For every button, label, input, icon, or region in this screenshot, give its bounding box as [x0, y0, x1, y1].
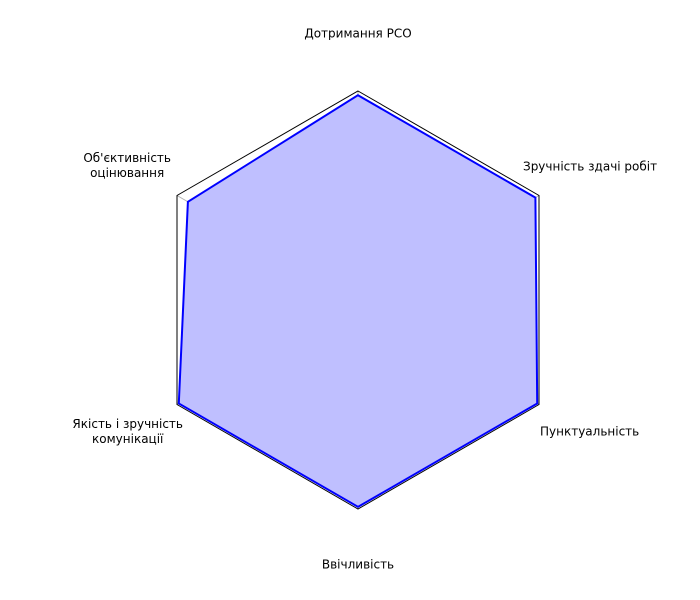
- axis-label-politeness: Ввічливість: [321, 557, 395, 572]
- outer-frame: [176, 90, 540, 510]
- axis-label-communication-quality: Якість і зручність комунікації: [72, 417, 183, 446]
- axis-label-submission-convenience: Зручність здачі робіт: [523, 159, 658, 174]
- axis-label-evaluation-objectivity: Об'єктивність оцінювання: [83, 151, 171, 180]
- axis-label-punctuality: Пунктуальність: [540, 424, 640, 439]
- axis-label-rso-compliance: Дотримання РСО: [304, 26, 412, 41]
- series-area-1: [178, 95, 538, 507]
